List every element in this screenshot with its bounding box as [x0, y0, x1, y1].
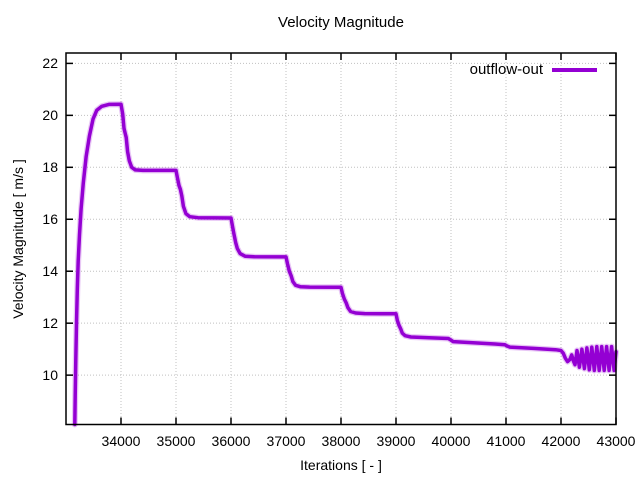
legend: outflow-out [470, 61, 597, 78]
x-tick-label: 34000 [101, 433, 141, 449]
y-tick-label: 16 [42, 211, 58, 228]
y-axis-label: Velocity Magnitude [ m/s ] [10, 159, 26, 319]
tick-marks [66, 53, 617, 425]
x-tick-label: 37000 [266, 433, 306, 449]
x-tick-label: 43000 [596, 433, 636, 449]
x-tick-label: 36000 [211, 433, 251, 449]
chart-title: Velocity Magnitude [278, 14, 404, 31]
x-tick-label: 38000 [321, 433, 361, 449]
series-line-halo [71, 101, 619, 428]
x-axis-label: Iterations [ - ] [300, 457, 382, 473]
x-tick-label: 40000 [431, 433, 471, 449]
series-line [73, 102, 618, 427]
y-tick-label: 12 [42, 315, 58, 332]
series-lines [71, 101, 619, 428]
legend-series-label: outflow-out [469, 61, 543, 78]
legend-line-sample [552, 67, 597, 72]
y-tick-label: 20 [42, 107, 58, 124]
x-tick-label: 35000 [156, 433, 196, 449]
x-tick-label: 41000 [486, 433, 526, 449]
y-tick-label: 10 [42, 367, 58, 384]
x-tick-label: 39000 [376, 433, 416, 449]
y-tick-label: 18 [42, 159, 58, 176]
y-tick-label: 22 [42, 55, 58, 72]
x-tick-label: 42000 [541, 433, 581, 449]
gridlines [66, 53, 617, 425]
y-tick-label: 14 [42, 263, 58, 280]
